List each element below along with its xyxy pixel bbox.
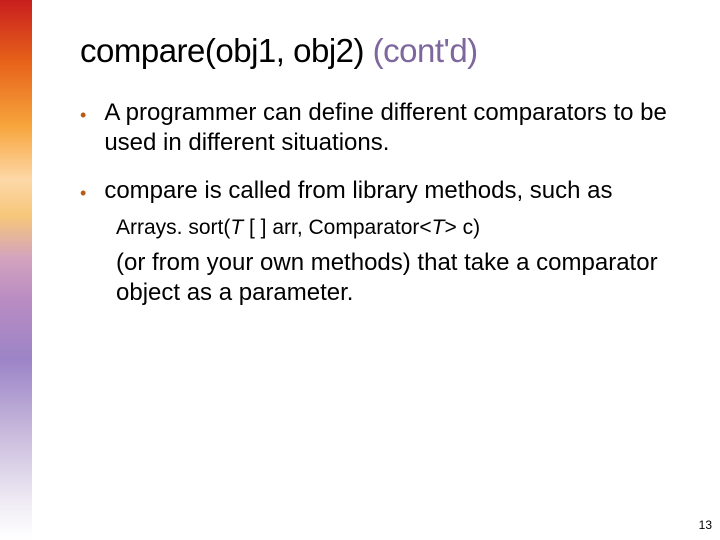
- bullet-2: • compare is called from library methods…: [80, 176, 680, 308]
- slide-title: compare(obj1, obj2) (cont'd): [80, 32, 680, 70]
- code-ital-2: T: [432, 216, 445, 239]
- page-number: 13: [699, 518, 712, 532]
- title-contd: (cont'd): [373, 32, 478, 69]
- code-prefix: Arrays. sort(: [116, 216, 230, 239]
- bullet-1-text: A programmer can define different compar…: [104, 98, 680, 158]
- bullet-dot-icon: •: [80, 178, 86, 208]
- bullet-dot-icon: •: [80, 100, 86, 130]
- code-line: Arrays. sort(T [ ] arr, Comparator<T> c): [116, 214, 680, 242]
- accent-gradient-bot: [0, 300, 32, 540]
- code-ital-1: T: [230, 216, 243, 239]
- bullet-1: • A programmer can define different comp…: [80, 98, 680, 158]
- accent-gradient-top: [0, 0, 32, 180]
- accent-gradient-mid: [0, 180, 32, 300]
- slide-content: compare(obj1, obj2) (cont'd) • A program…: [80, 32, 680, 326]
- bullet-2-text: compare is called from library methods, …: [104, 176, 612, 206]
- title-main: compare(obj1, obj2): [80, 32, 373, 69]
- code-mid: [ ] arr, Comparator<: [243, 216, 432, 239]
- accent-bar: [0, 0, 32, 540]
- follow-text: (or from your own methods) that take a c…: [116, 248, 680, 308]
- code-suffix: > c): [445, 216, 481, 239]
